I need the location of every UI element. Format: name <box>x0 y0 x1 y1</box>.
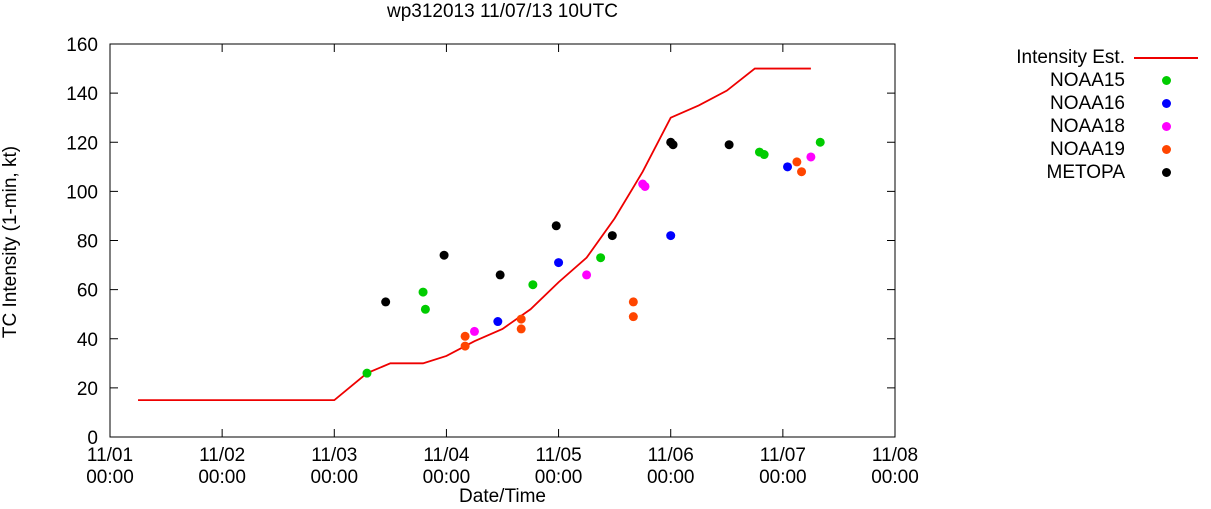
x-axis-label: Date/Time <box>459 486 546 507</box>
data-point-noaa19 <box>516 324 526 334</box>
data-point-metopa <box>724 140 734 150</box>
x-tick-label-time: 00:00 <box>423 467 471 488</box>
legend-label-noaa19: NOAA19 <box>1050 138 1125 160</box>
data-point-noaa15 <box>596 253 606 263</box>
x-tick-label-date: 11/03 <box>311 445 357 466</box>
legend: Intensity Est. NOAA15 NOAA16 NOAA18 NOAA19 ME… <box>975 46 1201 184</box>
plot-border <box>109 43 896 438</box>
y-tick-label: 40 <box>77 330 98 351</box>
legend-item-noaa16: NOAA16 <box>975 92 1201 115</box>
y-tick-label: 140 <box>66 84 98 105</box>
intensity-line <box>138 67 811 402</box>
y-tick-label: 60 <box>77 281 98 302</box>
data-point-metopa <box>495 270 505 280</box>
x-tick-label-date: 11/02 <box>199 445 245 466</box>
x-tick-label-time: 00:00 <box>86 467 134 488</box>
chart-title: wp312013 11/07/13 10UTC <box>387 1 618 22</box>
data-point-noaa18 <box>640 181 650 191</box>
data-point-noaa15 <box>418 287 428 297</box>
legend-item-intensity-est: Intensity Est. <box>975 46 1201 69</box>
dot-swatch <box>1161 99 1171 108</box>
data-point-noaa18 <box>806 152 816 162</box>
y-tick-label: 80 <box>77 232 98 253</box>
data-point-noaa15 <box>759 150 769 160</box>
legend-label-metopa: METOPA <box>1046 161 1125 183</box>
x-tick-label-date: 11/08 <box>872 445 918 466</box>
legend-label-noaa18: NOAA18 <box>1050 115 1125 137</box>
x-tick-label-date: 11/05 <box>536 445 582 466</box>
data-point-noaa16 <box>666 231 676 241</box>
data-point-noaa15 <box>528 280 538 290</box>
legend-item-noaa19: NOAA19 <box>975 138 1201 161</box>
data-point-noaa19 <box>516 314 526 324</box>
dot-swatch <box>1161 122 1171 131</box>
x-tick-label-time: 00:00 <box>647 467 695 488</box>
data-point-noaa19 <box>628 312 638 322</box>
data-point-noaa16 <box>554 258 564 268</box>
data-point-metopa <box>551 221 561 231</box>
data-point-noaa18 <box>582 270 592 280</box>
x-tick-label-date: 11/01 <box>87 445 133 466</box>
y-tick-label: 0 <box>87 428 98 449</box>
data-point-metopa <box>381 297 391 307</box>
data-point-noaa15 <box>815 137 825 147</box>
legend-dot-sample-icon <box>1131 76 1201 85</box>
data-point-metopa <box>607 231 617 241</box>
data-point-noaa19 <box>797 167 807 177</box>
data-point-noaa15 <box>362 368 372 378</box>
x-tick-label-time: 00:00 <box>535 467 583 488</box>
data-point-noaa18 <box>469 326 479 336</box>
legend-dot-sample-icon <box>1131 145 1201 154</box>
x-tick-label-time: 00:00 <box>198 467 246 488</box>
data-point-noaa19 <box>792 157 802 167</box>
data-point-metopa <box>668 140 678 150</box>
y-tick-label: 120 <box>66 133 98 154</box>
x-tick-label-date: 11/07 <box>760 445 806 466</box>
y-tick-label: 100 <box>66 182 98 203</box>
y-tick-label: 160 <box>66 35 98 56</box>
legend-item-noaa18: NOAA18 <box>975 115 1201 138</box>
x-tick-label-date: 11/04 <box>423 445 470 466</box>
legend-dot-sample-icon <box>1131 122 1201 131</box>
legend-dot-sample-icon <box>1131 168 1201 177</box>
x-tick-label-time: 00:00 <box>759 467 807 488</box>
dot-swatch <box>1161 76 1171 85</box>
dot-swatch <box>1161 145 1171 154</box>
x-tick-label-time: 00:00 <box>311 467 359 488</box>
dot-swatch <box>1161 168 1171 177</box>
data-point-noaa15 <box>420 304 430 314</box>
data-point-noaa19 <box>628 297 638 307</box>
legend-label-noaa16: NOAA16 <box>1050 92 1125 114</box>
data-point-metopa <box>439 250 449 260</box>
legend-item-noaa15: NOAA15 <box>975 69 1201 92</box>
data-point-noaa16 <box>493 317 503 327</box>
y-tick-label: 20 <box>77 379 98 400</box>
line-swatch <box>1134 56 1198 59</box>
legend-item-metopa: METOPA <box>975 161 1201 184</box>
data-point-noaa19 <box>460 341 470 351</box>
legend-label-intensity-est: Intensity Est. <box>1016 46 1125 68</box>
legend-label-noaa15: NOAA15 <box>1050 69 1125 91</box>
data-point-noaa16 <box>783 162 793 172</box>
legend-line-sample-icon <box>1131 56 1201 59</box>
x-tick-label-date: 11/06 <box>648 445 694 466</box>
data-point-noaa19 <box>460 331 470 341</box>
y-axis-label: TC Intensity (1-min, kt) <box>0 145 21 339</box>
legend-dot-sample-icon <box>1131 99 1201 108</box>
x-tick-label-time: 00:00 <box>871 467 919 488</box>
